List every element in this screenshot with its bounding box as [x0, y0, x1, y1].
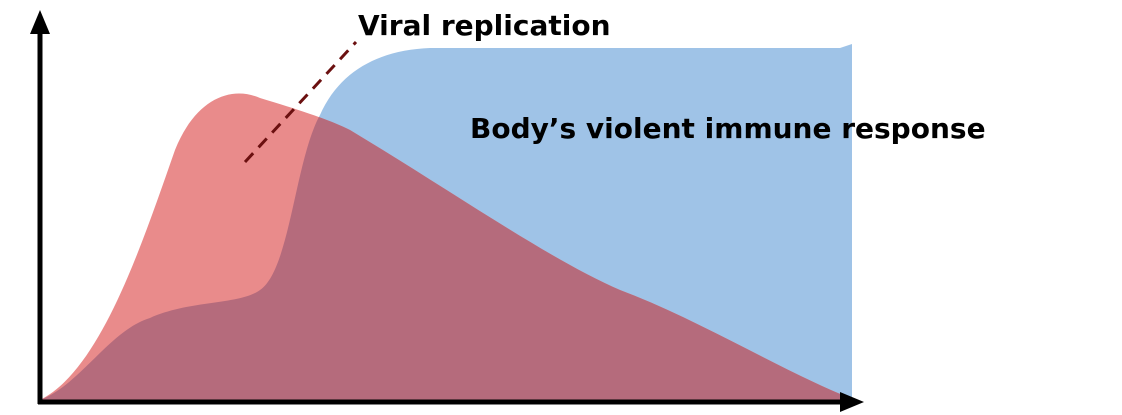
x-arrow: [840, 392, 864, 412]
leader-line: [243, 40, 358, 164]
y-arrow: [30, 10, 50, 34]
immune-label: Body’s violent immune response: [470, 112, 986, 145]
virus-label: Viral replication: [358, 9, 611, 42]
